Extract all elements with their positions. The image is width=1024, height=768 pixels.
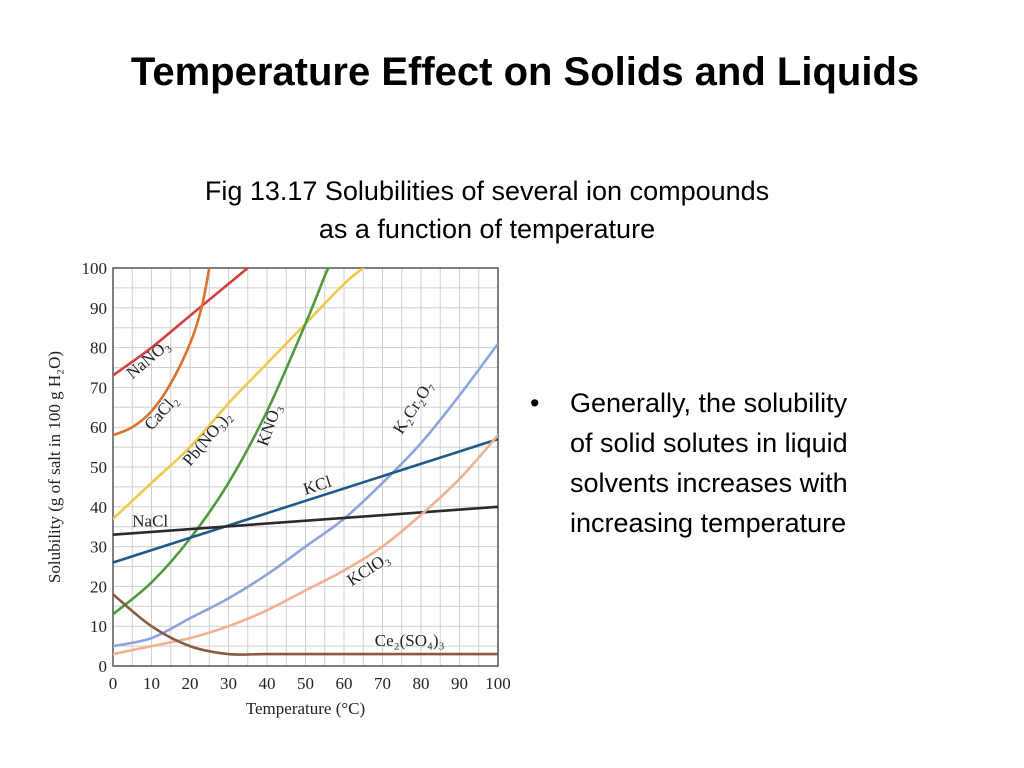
series-line <box>113 342 498 648</box>
series-label: Ce₂(SO₄)₃ <box>375 631 445 650</box>
x-axis-label: Temperature (°C) <box>246 699 365 718</box>
y-tick-label: 60 <box>90 418 107 437</box>
series-line <box>113 268 365 521</box>
series-line <box>113 268 330 616</box>
x-tick-label: 10 <box>143 674 160 693</box>
y-tick-label: 90 <box>90 299 107 318</box>
x-tick-label: 100 <box>485 674 510 693</box>
bullet-line: increasing temperature <box>570 508 847 538</box>
bullet-line: solvents increases with <box>570 468 848 498</box>
y-tick-label: 40 <box>90 498 107 517</box>
x-tick-label: 50 <box>297 674 314 693</box>
x-tick-label: 90 <box>451 674 468 693</box>
y-axis-label: Solubility (g of salt in 100 g H₂O) <box>45 351 64 583</box>
y-tick-label: 0 <box>99 657 108 676</box>
y-tick-label: 50 <box>90 458 107 477</box>
slide-title: Temperature Effect on Solids and Liquids <box>130 50 920 94</box>
series-lines <box>113 268 498 656</box>
x-tick-label: 20 <box>182 674 199 693</box>
y-tick-label: 20 <box>90 577 107 596</box>
y-tick-label: 70 <box>90 378 107 397</box>
series-line <box>113 593 498 656</box>
figure-caption-line: as a function of temperature <box>318 214 656 244</box>
y-tick-label: 80 <box>90 339 107 358</box>
x-tick-label: 70 <box>374 674 391 693</box>
tick-labels: 0 10 20 30 40 50 60 70 80 90 100 0 10 20 30 40 50 60 70 80 9… <box>82 259 511 693</box>
x-tick-label: 60 <box>336 674 353 693</box>
figure-caption: Fig 13.17 Solubilities of several ion co… <box>112 172 862 248</box>
x-tick-label: 40 <box>259 674 276 693</box>
y-tick-label: 30 <box>90 538 107 557</box>
series-label: NaCl <box>132 512 168 531</box>
bullet-text: Generally, the solubility of solid solut… <box>570 383 930 543</box>
bullet-icon: • <box>530 388 540 418</box>
series-line <box>113 437 498 564</box>
x-tick-label: 30 <box>220 674 237 693</box>
series-line <box>113 268 250 377</box>
x-tick-label: 80 <box>413 674 430 693</box>
solubility-chart: 0 10 20 30 40 50 60 70 80 90 100 0 10 20 30 40 50 60 70 80 9… <box>45 259 511 718</box>
y-tick-label: 10 <box>90 617 107 636</box>
x-tick-label: 0 <box>109 674 118 693</box>
bullet-line: of solid solutes in liquid <box>570 428 848 458</box>
figure-caption-line: Fig 13.17 Solubilities of several ion co… <box>204 176 770 206</box>
plot-frame <box>112 267 499 667</box>
series-line <box>113 505 498 536</box>
bullet-line: Generally, the solubility <box>570 388 848 418</box>
series-line <box>113 268 211 437</box>
y-tick-label: 100 <box>82 259 108 278</box>
